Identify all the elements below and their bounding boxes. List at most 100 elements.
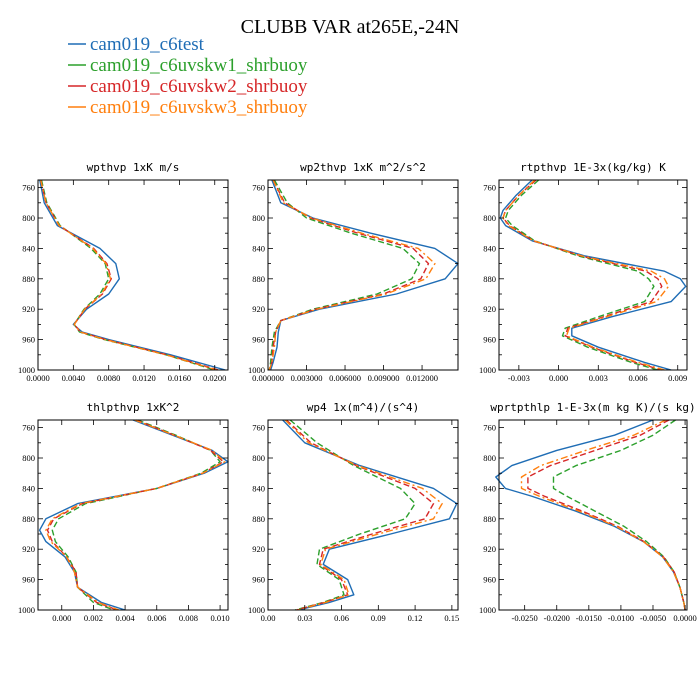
x-tick-label: 0.0000 xyxy=(673,613,696,623)
x-tick-label: 0.000000 xyxy=(252,373,284,383)
x-tick-label: 0.000 xyxy=(52,613,71,623)
x-tick-label: 0.06 xyxy=(334,613,349,623)
series-line-3 xyxy=(46,419,225,611)
series-line-2 xyxy=(504,179,659,371)
x-tick-label: 0.00 xyxy=(261,613,276,623)
legend-label: cam019_c6uvskw3_shrbuoy xyxy=(90,97,308,118)
y-tick-label: 800 xyxy=(22,453,35,463)
y-tick-label: 800 xyxy=(483,453,496,463)
series-line-2 xyxy=(552,419,686,611)
y-tick-label: 1000 xyxy=(18,605,35,615)
series-line-4 xyxy=(45,419,226,611)
x-tick-label: 0.09 xyxy=(371,613,386,623)
y-tick-label: 880 xyxy=(483,274,496,284)
x-tick-label: 0.009 xyxy=(668,373,687,383)
plot-frame xyxy=(37,179,229,371)
y-tick-label: 960 xyxy=(22,575,35,585)
series-line-2 xyxy=(268,179,421,371)
legend-label: cam019_c6test xyxy=(90,34,205,55)
series-line-3 xyxy=(527,419,686,611)
series-line-1 xyxy=(282,419,458,611)
series-line-3 xyxy=(502,179,663,371)
y-tick-label: 1000 xyxy=(18,365,35,375)
series-line-4 xyxy=(284,419,443,611)
x-tick-label: -0.0100 xyxy=(608,613,634,623)
panel-title: wprtpthlp 1-E-3x(m kg K)/(s kg) xyxy=(490,401,695,414)
panel-5: wp4 1x(m^4)/(s^4)76080084088092096010000… xyxy=(248,401,459,623)
series-line-4 xyxy=(268,179,436,371)
y-tick-label: 1000 xyxy=(248,365,265,375)
panel-2: wp2thvp 1xK m^2/s^2 760 800 840 880 920 960 100… xyxy=(248,161,459,383)
series-line-1 xyxy=(39,179,226,371)
plot-frame xyxy=(37,419,229,611)
y-tick-label: 960 xyxy=(252,335,265,345)
x-tick-label: 0.012000 xyxy=(406,373,438,383)
y-tick-label: 1000 xyxy=(248,605,265,615)
legend-label: cam019_c6uvskw1_shrbuoy xyxy=(90,55,308,76)
x-tick-label: 0.009000 xyxy=(368,373,400,383)
series-line-3 xyxy=(40,179,219,371)
x-tick-label: 0.006000 xyxy=(329,373,361,383)
x-tick-label: 0.006 xyxy=(147,613,166,623)
y-tick-label: 880 xyxy=(252,514,265,524)
panel-title: wp2thvp 1xK m^2/s^2 xyxy=(300,161,426,174)
y-tick-label: 840 xyxy=(483,243,496,253)
series-line-1 xyxy=(38,419,229,611)
x-tick-label: 0.0160 xyxy=(168,373,191,383)
legend-entry: cam019_c6uvskw2_shrbuoy xyxy=(68,76,308,97)
y-tick-label: 960 xyxy=(483,575,496,585)
series-line-1 xyxy=(269,179,459,371)
y-tick-label: 760 xyxy=(483,423,496,433)
panel-title: wpthvp 1xK m/s xyxy=(87,161,180,174)
figure-title: CLUBB VAR at265E,-24N xyxy=(241,16,460,38)
y-tick-label: 760 xyxy=(483,183,496,193)
y-tick-label: 840 xyxy=(22,243,35,253)
series-line-2 xyxy=(289,419,416,611)
legend-entry: cam019_c6test xyxy=(68,34,205,55)
panel-3: rtpthvp 1E-3x(kg/kg) K 760 800 840 880 920 960… xyxy=(479,161,688,383)
y-tick-label: 880 xyxy=(22,274,35,284)
x-tick-label: -0.0050 xyxy=(640,613,666,623)
y-tick-label: 760 xyxy=(252,183,265,193)
y-tick-label: 880 xyxy=(252,274,265,284)
x-tick-label: 0.0080 xyxy=(97,373,120,383)
y-tick-label: 920 xyxy=(483,544,496,554)
y-tick-label: 840 xyxy=(483,483,496,493)
y-tick-label: 840 xyxy=(252,243,265,253)
x-tick-label: 0.03 xyxy=(297,613,312,623)
x-tick-label: 0.003 xyxy=(589,373,608,383)
y-tick-label: 960 xyxy=(483,335,496,345)
y-tick-label: 920 xyxy=(22,544,35,554)
x-tick-label: -0.0200 xyxy=(544,613,570,623)
x-tick-label: 0.0000 xyxy=(26,373,49,383)
plot-frame xyxy=(267,419,459,611)
x-tick-label: -0.003 xyxy=(508,373,530,383)
x-tick-label: 0.000 xyxy=(549,373,568,383)
y-tick-label: 760 xyxy=(22,423,35,433)
series-line-1 xyxy=(499,179,687,371)
series-line-4 xyxy=(520,419,686,611)
y-tick-label: 920 xyxy=(252,544,265,554)
panel-6: wprtpthlp 1-E-3x(m kg K)/(s kg) 760 800 840… xyxy=(479,401,697,623)
y-tick-label: 920 xyxy=(483,304,496,314)
x-tick-label: -0.0250 xyxy=(512,613,538,623)
x-tick-label: -0.0150 xyxy=(576,613,602,623)
x-tick-label: 0.003000 xyxy=(291,373,323,383)
y-tick-label: 800 xyxy=(483,213,496,223)
y-tick-label: 960 xyxy=(252,575,265,585)
series-line-4 xyxy=(502,179,670,371)
y-tick-label: 920 xyxy=(22,304,35,314)
panel-title: rtpthvp 1E-3x(kg/kg) K xyxy=(520,161,666,174)
y-tick-label: 840 xyxy=(252,483,265,493)
y-tick-label: 960 xyxy=(22,335,35,345)
series-line-4 xyxy=(40,179,217,371)
x-tick-label: 0.0040 xyxy=(62,373,85,383)
plot-frame xyxy=(498,419,688,611)
panel-1: wpthvp 1xK m/s76080084088092096010000.00… xyxy=(18,161,229,383)
series-line-2 xyxy=(40,179,215,371)
y-tick-label: 1000 xyxy=(479,365,496,375)
x-tick-label: 0.0200 xyxy=(203,373,226,383)
x-tick-label: 0.008 xyxy=(179,613,198,623)
y-tick-label: 800 xyxy=(252,213,265,223)
